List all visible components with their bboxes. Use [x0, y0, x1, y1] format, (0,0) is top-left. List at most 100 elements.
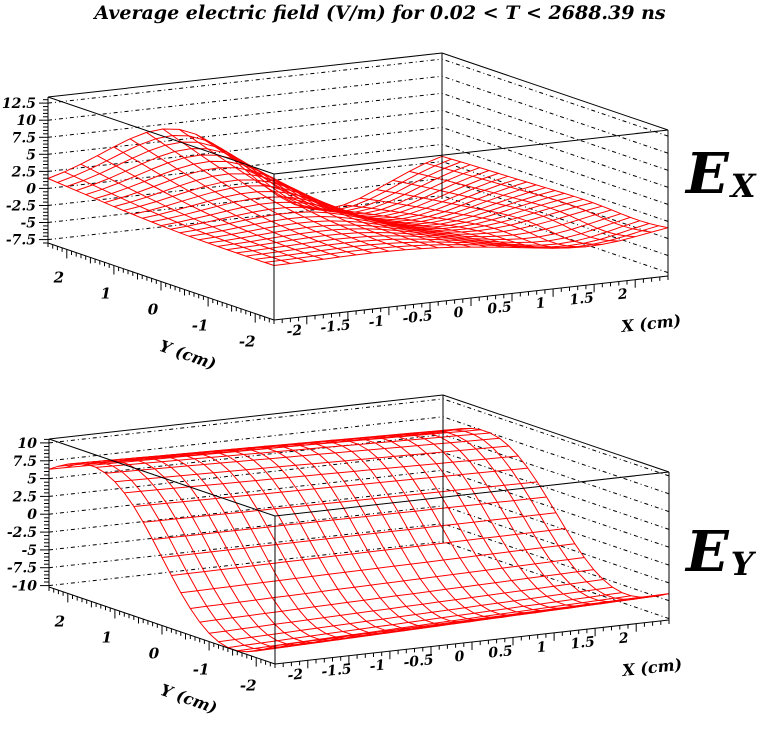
tick-label: -7.5 [7, 561, 37, 577]
mesh-line [47, 128, 443, 210]
mesh-line [310, 208, 537, 249]
tick-label: -1.5 [320, 317, 352, 336]
mesh-line [80, 163, 307, 262]
tick-label: 5 [26, 147, 36, 163]
mesh-line [48, 462, 276, 653]
grid-line [441, 58, 669, 137]
tick-label: 10 [17, 113, 37, 129]
tick-label: 1.5 [570, 634, 596, 652]
mesh-line [113, 146, 340, 258]
grid-line [48, 434, 444, 480]
mesh-line [129, 138, 357, 256]
mesh-line [97, 155, 324, 260]
grid-line [48, 505, 444, 551]
frame-edge [441, 52, 669, 131]
tick-label: -0.5 [402, 308, 434, 327]
mesh-line [295, 441, 522, 619]
grid-line [48, 523, 444, 569]
mesh-line [277, 195, 504, 248]
grid-line [442, 523, 670, 602]
plot-label-ex-main: E [686, 141, 729, 207]
plot-label-ex-sub: X [730, 167, 756, 205]
mesh-line [359, 197, 586, 248]
mesh-line [410, 430, 637, 603]
mesh-line [425, 162, 652, 233]
tick-label: -10 [12, 579, 38, 595]
plot-EX: -2 -1.5 -1 -0.5 0 0.5 1 1.5 2210-1-212.5107.552.… [2, 52, 682, 373]
tick-label: 5 [27, 472, 37, 488]
mesh-line [66, 141, 461, 212]
mesh-line [343, 204, 570, 249]
y-axis-title: Y (cm) [158, 680, 220, 717]
tick-label: 1 [101, 285, 111, 303]
tick-label: 12.5 [2, 96, 36, 112]
mesh-line [426, 429, 653, 600]
axis-tick-labels: -2 -1.5 -1 -0.5 0 0.5 1 1.5 2210-1-2107.552.50-2… [7, 436, 683, 717]
frame-edge [442, 394, 670, 473]
tick-label: 10 [18, 436, 38, 452]
grid-line [441, 126, 669, 205]
x-axis-title: X (cm) [620, 655, 682, 680]
mesh-line [229, 446, 456, 628]
tick-label: -2 [286, 323, 303, 341]
tick-label: 0 [27, 507, 37, 523]
grid-line [441, 92, 669, 171]
wall-gridlines [48, 398, 670, 620]
tick-label: -5 [20, 216, 36, 232]
mesh-line [311, 439, 538, 616]
mesh-line [409, 170, 636, 238]
grid-line [442, 398, 670, 477]
frame-edge [47, 96, 275, 175]
mesh-line [393, 432, 620, 605]
tick-label: 0 [26, 181, 36, 197]
frame-edge [274, 471, 670, 517]
tick-label: -1 [193, 661, 210, 679]
tick-label: -2 [287, 667, 304, 685]
tick-label: -0.5 [403, 652, 435, 671]
mesh-line [262, 443, 489, 623]
grid-line [47, 75, 443, 121]
frame-edge [48, 438, 276, 517]
tick-label: -1.5 [321, 661, 353, 680]
mesh-line [344, 436, 571, 612]
grid-line [47, 58, 443, 104]
tick-label: 1 [535, 295, 546, 312]
grid-line [442, 451, 670, 530]
grid-line [47, 161, 443, 206]
tick-label: 0.5 [488, 643, 514, 661]
tick-label: 1.5 [569, 290, 595, 308]
grid-line [441, 178, 669, 256]
tick-label: 2 [53, 268, 64, 286]
axis-tick-labels: -2 -1.5 -1 -0.5 0 0.5 1 1.5 2210-1-212.5107.552.… [2, 96, 682, 373]
grid-line [442, 416, 670, 495]
grid-line [48, 451, 444, 497]
tick-label: 0.5 [487, 299, 513, 317]
grid-line [48, 487, 444, 533]
tick-label: 0 [148, 301, 159, 319]
grid-line [441, 109, 669, 188]
grid-line [442, 541, 670, 620]
mesh-line [442, 427, 670, 598]
mesh-line [213, 448, 440, 630]
tick-label: -1 [369, 657, 386, 675]
plot-label-ey-sub: Y [730, 545, 754, 583]
frame-edge [273, 129, 669, 175]
tick-label: 2 [617, 630, 630, 647]
plot-EY: -2 -1.5 -1 -0.5 0 0.5 1 1.5 2210-1-2107.552.50-2… [7, 394, 683, 717]
frame-edge [48, 394, 444, 440]
surface-mesh [47, 128, 669, 266]
tick-label: 0 [454, 649, 466, 666]
mesh-line [327, 438, 555, 614]
tick-label: 2 [54, 612, 65, 630]
mesh-line [360, 435, 588, 609]
grid-line [441, 195, 669, 274]
tick-label: -7.5 [6, 233, 36, 249]
mesh-line [255, 223, 650, 260]
tick-label: -5 [21, 543, 37, 559]
grid-line [48, 416, 444, 462]
mesh-line [163, 452, 391, 637]
mesh-line [327, 208, 554, 249]
axis-ticks [39, 99, 669, 325]
plot-label-ey-main: E [686, 519, 729, 585]
